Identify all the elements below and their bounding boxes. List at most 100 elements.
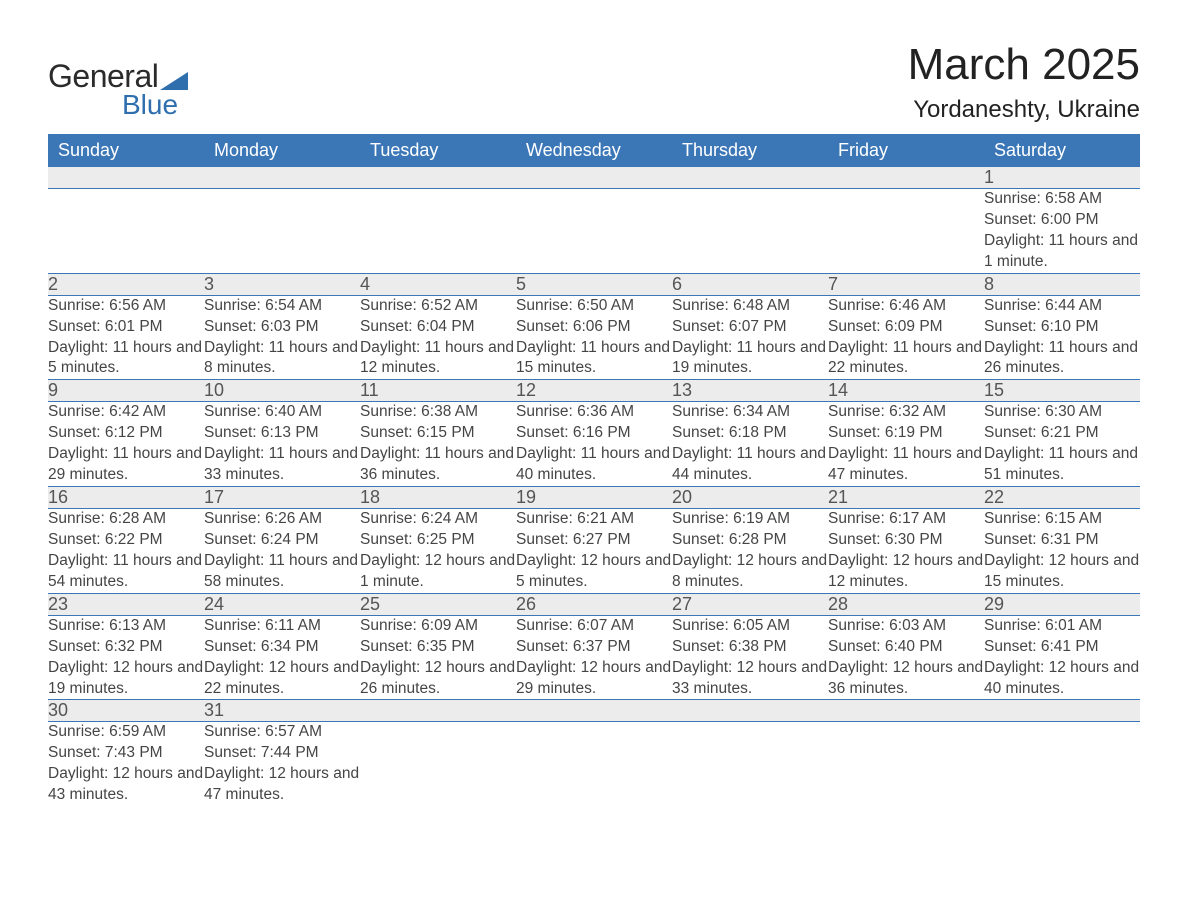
day-number-cell: 2	[48, 273, 204, 295]
brand-logo: General Blue	[48, 40, 194, 121]
sunrise-line: Sunrise: 6:05 AM	[672, 616, 828, 637]
sunrise-line: Sunrise: 6:28 AM	[48, 509, 204, 530]
daylight-line: Daylight: 12 hours and 36 minutes.	[828, 658, 984, 700]
day-detail-cell: Sunrise: 6:40 AMSunset: 6:13 PMDaylight:…	[204, 402, 360, 487]
day-number-cell	[672, 700, 828, 722]
day-number-cell: 21	[828, 487, 984, 509]
day-number-cell: 24	[204, 593, 360, 615]
sunset-line: Sunset: 6:27 PM	[516, 530, 672, 551]
day-number-cell: 13	[672, 380, 828, 402]
daylight-line: Daylight: 11 hours and 51 minutes.	[984, 444, 1140, 486]
day-number-cell	[48, 167, 204, 189]
day-number-cell: 20	[672, 487, 828, 509]
daylight-line: Daylight: 12 hours and 1 minute.	[360, 551, 516, 593]
day-number-cell	[360, 700, 516, 722]
day-detail-cell: Sunrise: 6:54 AMSunset: 6:03 PMDaylight:…	[204, 295, 360, 380]
daylight-line: Daylight: 12 hours and 26 minutes.	[360, 658, 516, 700]
sunrise-line: Sunrise: 6:36 AM	[516, 402, 672, 423]
daylight-line: Daylight: 12 hours and 8 minutes.	[672, 551, 828, 593]
day-detail-cell: Sunrise: 6:34 AMSunset: 6:18 PMDaylight:…	[672, 402, 828, 487]
sunrise-line: Sunrise: 6:44 AM	[984, 296, 1140, 317]
day-number-cell: 1	[984, 167, 1140, 189]
sunrise-line: Sunrise: 6:09 AM	[360, 616, 516, 637]
sunrise-line: Sunrise: 6:59 AM	[48, 722, 204, 743]
sunrise-line: Sunrise: 6:26 AM	[204, 509, 360, 530]
daynum-row: 16171819202122	[48, 487, 1140, 509]
weekday-header: Saturday	[984, 134, 1140, 167]
sunset-line: Sunset: 7:44 PM	[204, 743, 360, 764]
sunset-line: Sunset: 6:09 PM	[828, 317, 984, 338]
daylight-line: Daylight: 11 hours and 58 minutes.	[204, 551, 360, 593]
day-detail-cell: Sunrise: 6:05 AMSunset: 6:38 PMDaylight:…	[672, 615, 828, 700]
daylight-line: Daylight: 11 hours and 22 minutes.	[828, 338, 984, 380]
day-number-cell: 12	[516, 380, 672, 402]
daylight-line: Daylight: 11 hours and 26 minutes.	[984, 338, 1140, 380]
daylight-line: Daylight: 11 hours and 12 minutes.	[360, 338, 516, 380]
location: Yordaneshty, Ukraine	[908, 96, 1140, 124]
day-detail-cell: Sunrise: 6:07 AMSunset: 6:37 PMDaylight:…	[516, 615, 672, 700]
daylight-line: Daylight: 11 hours and 15 minutes.	[516, 338, 672, 380]
daynum-row: 1	[48, 167, 1140, 189]
day-detail-cell	[360, 189, 516, 274]
calendar-body: 1 Sunrise: 6:58 AMSunset: 6:00 PMDayligh…	[48, 167, 1140, 806]
day-number-cell: 3	[204, 273, 360, 295]
day-number-cell: 27	[672, 593, 828, 615]
sunrise-line: Sunrise: 6:46 AM	[828, 296, 984, 317]
weekday-header-row: Sunday Monday Tuesday Wednesday Thursday…	[48, 134, 1140, 167]
sunset-line: Sunset: 6:06 PM	[516, 317, 672, 338]
day-number-cell	[204, 167, 360, 189]
daylight-line: Daylight: 12 hours and 40 minutes.	[984, 658, 1140, 700]
sunrise-line: Sunrise: 6:57 AM	[204, 722, 360, 743]
sunset-line: Sunset: 6:19 PM	[828, 423, 984, 444]
daylight-line: Daylight: 11 hours and 44 minutes.	[672, 444, 828, 486]
day-detail-cell	[516, 189, 672, 274]
day-detail-cell	[204, 189, 360, 274]
day-detail-cell: Sunrise: 6:42 AMSunset: 6:12 PMDaylight:…	[48, 402, 204, 487]
daylight-line: Daylight: 12 hours and 15 minutes.	[984, 551, 1140, 593]
weekday-header: Monday	[204, 134, 360, 167]
day-number-cell: 14	[828, 380, 984, 402]
sunset-line: Sunset: 6:30 PM	[828, 530, 984, 551]
details-row: Sunrise: 6:42 AMSunset: 6:12 PMDaylight:…	[48, 402, 1140, 487]
day-detail-cell: Sunrise: 6:11 AMSunset: 6:34 PMDaylight:…	[204, 615, 360, 700]
sunrise-line: Sunrise: 6:58 AM	[984, 189, 1140, 210]
day-detail-cell: Sunrise: 6:50 AMSunset: 6:06 PMDaylight:…	[516, 295, 672, 380]
day-detail-cell: Sunrise: 6:59 AMSunset: 7:43 PMDaylight:…	[48, 722, 204, 806]
sunset-line: Sunset: 6:22 PM	[48, 530, 204, 551]
daylight-line: Daylight: 12 hours and 43 minutes.	[48, 764, 204, 806]
brand-blue: Blue	[122, 89, 178, 121]
daynum-row: 2345678	[48, 273, 1140, 295]
day-detail-cell: Sunrise: 6:21 AMSunset: 6:27 PMDaylight:…	[516, 509, 672, 594]
day-number-cell: 25	[360, 593, 516, 615]
day-number-cell: 15	[984, 380, 1140, 402]
sunrise-line: Sunrise: 6:13 AM	[48, 616, 204, 637]
sunset-line: Sunset: 6:25 PM	[360, 530, 516, 551]
day-number-cell: 19	[516, 487, 672, 509]
day-detail-cell: Sunrise: 6:28 AMSunset: 6:22 PMDaylight:…	[48, 509, 204, 594]
details-row: Sunrise: 6:56 AMSunset: 6:01 PMDaylight:…	[48, 295, 1140, 380]
title-block: March 2025 Yordaneshty, Ukraine	[908, 40, 1140, 124]
sunrise-line: Sunrise: 6:30 AM	[984, 402, 1140, 423]
sunrise-line: Sunrise: 6:38 AM	[360, 402, 516, 423]
day-detail-cell: Sunrise: 6:38 AMSunset: 6:15 PMDaylight:…	[360, 402, 516, 487]
sunrise-line: Sunrise: 6:03 AM	[828, 616, 984, 637]
sunset-line: Sunset: 6:31 PM	[984, 530, 1140, 551]
day-number-cell: 9	[48, 380, 204, 402]
details-row: Sunrise: 6:28 AMSunset: 6:22 PMDaylight:…	[48, 509, 1140, 594]
sunset-line: Sunset: 6:21 PM	[984, 423, 1140, 444]
day-number-cell: 17	[204, 487, 360, 509]
day-number-cell	[828, 700, 984, 722]
day-detail-cell	[48, 189, 204, 274]
sunset-line: Sunset: 6:16 PM	[516, 423, 672, 444]
daylight-line: Daylight: 11 hours and 1 minute.	[984, 231, 1140, 273]
day-detail-cell: Sunrise: 6:01 AMSunset: 6:41 PMDaylight:…	[984, 615, 1140, 700]
day-number-cell: 6	[672, 273, 828, 295]
daylight-line: Daylight: 11 hours and 29 minutes.	[48, 444, 204, 486]
sunset-line: Sunset: 6:15 PM	[360, 423, 516, 444]
daylight-line: Daylight: 12 hours and 33 minutes.	[672, 658, 828, 700]
day-detail-cell: Sunrise: 6:48 AMSunset: 6:07 PMDaylight:…	[672, 295, 828, 380]
sunrise-line: Sunrise: 6:54 AM	[204, 296, 360, 317]
sunset-line: Sunset: 6:18 PM	[672, 423, 828, 444]
day-number-cell	[516, 700, 672, 722]
month-title: March 2025	[908, 40, 1140, 90]
